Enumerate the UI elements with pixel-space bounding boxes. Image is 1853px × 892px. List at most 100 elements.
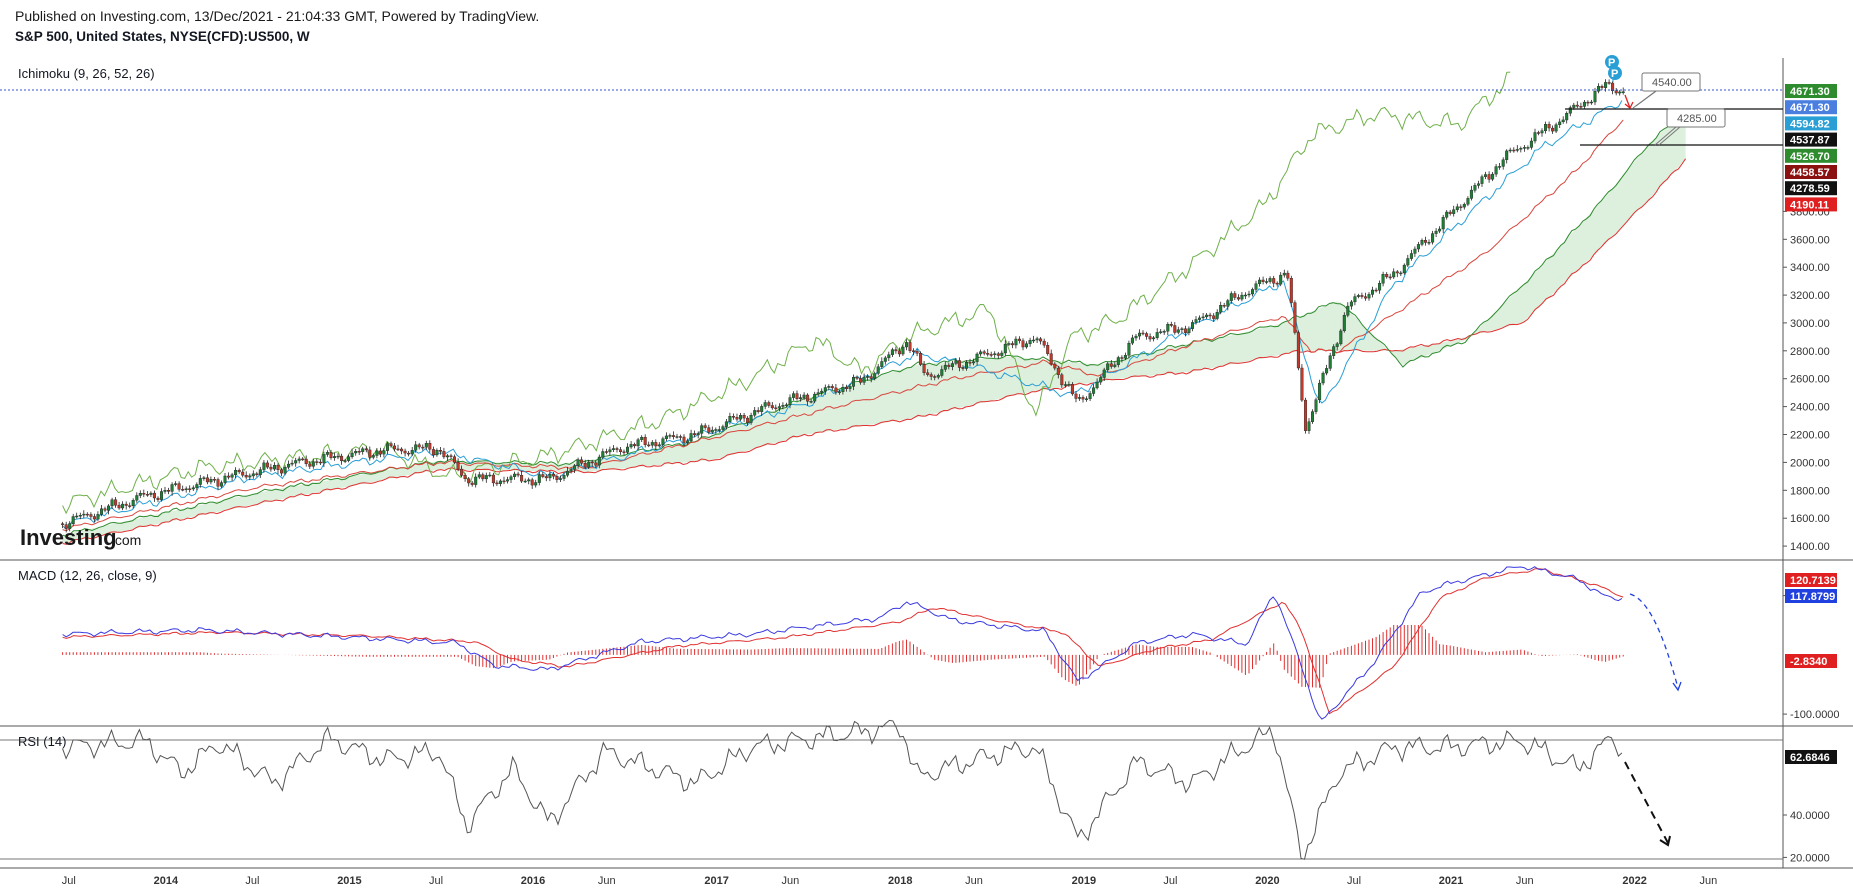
rsi-badge-value: 62.6846 <box>1790 752 1830 764</box>
time-axis[interactable]: Jul 2014 Jul 2015 Jul 2016 Jun 2017 Jun 2018 Jun 20… <box>62 875 1717 887</box>
price-candle <box>1074 391 1078 403</box>
macd-projection-arrow[interactable] <box>1629 593 1682 692</box>
price-candle <box>657 442 661 448</box>
price-candle <box>68 521 72 532</box>
price-candle <box>1169 321 1173 328</box>
price-candle <box>968 358 972 367</box>
price-candle <box>587 459 591 469</box>
price-badge-value: 4458.57 <box>1790 167 1830 179</box>
price-candle <box>131 498 135 509</box>
price-candle <box>996 351 1000 359</box>
price-candle <box>1385 272 1389 279</box>
price-candle <box>1049 349 1053 366</box>
price-candle <box>1374 287 1378 293</box>
price-candle <box>1505 149 1509 164</box>
x-tick-label: Jul <box>245 875 259 887</box>
price-candle <box>255 471 259 477</box>
price-candle <box>393 443 397 452</box>
price-candle <box>1275 281 1279 287</box>
price-candle <box>573 464 577 473</box>
price-candle <box>403 448 407 457</box>
price-candle <box>110 497 114 509</box>
x-tick-label: 2017 <box>704 875 728 887</box>
price-candle <box>1056 366 1060 379</box>
price-candle <box>915 349 919 357</box>
price-candle <box>1293 300 1297 335</box>
macd-line <box>62 566 1623 720</box>
price-candle <box>746 416 750 426</box>
price-candle <box>1000 350 1004 358</box>
price-candle <box>216 477 220 491</box>
rsi-projection-arrow[interactable] <box>1624 761 1671 847</box>
price-candle <box>1554 122 1558 133</box>
price-candle <box>848 383 852 392</box>
x-tick-label: Jun <box>598 875 616 887</box>
price-candle <box>961 365 965 371</box>
price-candle <box>1247 290 1251 298</box>
price-candle <box>1007 341 1011 346</box>
price-candle <box>470 481 474 487</box>
price-candle <box>1084 396 1088 402</box>
price-candle <box>329 449 333 460</box>
callout-4285[interactable]: 4285.00 <box>1654 108 1726 146</box>
price-candle <box>114 497 118 508</box>
price-candle <box>1024 341 1028 349</box>
price-candle <box>1448 209 1452 216</box>
price-candle <box>386 441 390 455</box>
price-candle <box>1014 336 1018 349</box>
price-candle <box>721 424 725 432</box>
price-candle <box>1130 334 1134 345</box>
price-candle <box>82 510 86 518</box>
price-candle <box>438 447 442 455</box>
price-candle <box>1152 336 1156 342</box>
macd-last-value-badges: 120.7139 117.8799 -2.8340 <box>1785 573 1837 668</box>
price-candle <box>142 489 146 498</box>
price-candle <box>389 441 393 448</box>
price-candle <box>1102 367 1106 381</box>
price-candle <box>407 451 411 457</box>
price-candle <box>770 402 774 410</box>
price-candle <box>484 472 488 483</box>
price-candle <box>248 473 252 481</box>
price-candle <box>1420 238 1424 247</box>
price-badge-value: 4671.30 <box>1790 102 1830 114</box>
price-candle <box>717 425 721 433</box>
price-candle <box>1575 101 1579 109</box>
price-candle <box>258 466 262 478</box>
price-candle <box>703 423 707 430</box>
red-down-arrow-icon <box>1624 94 1634 110</box>
rsi-y-axis[interactable]: 40.0000 20.0000 <box>1783 810 1830 864</box>
price-candle <box>742 413 746 422</box>
price-candle <box>1279 272 1283 287</box>
price-candle <box>1473 182 1477 193</box>
price-candle <box>1155 328 1159 340</box>
price-candle <box>728 412 732 425</box>
price-candle <box>1166 322 1170 336</box>
rsi-label: RSI (14) <box>18 734 66 749</box>
price-candle <box>1561 116 1565 124</box>
callout-4540[interactable]: 4540.00 <box>1632 72 1701 109</box>
macd-badge-value: 120.7139 <box>1790 575 1836 587</box>
price-y-axis[interactable]: 1400.00 1600.00 1800.00 2000.00 2200.00 2400.… <box>1783 206 1830 553</box>
price-candle <box>318 459 322 465</box>
price-candle <box>1081 395 1085 403</box>
price-candle <box>580 456 584 466</box>
price-candle <box>1558 118 1562 128</box>
price-candle <box>75 512 79 519</box>
price-candle <box>950 361 954 371</box>
price-candle <box>537 471 541 486</box>
macd-hist-badge <box>1785 654 1837 668</box>
price-candle <box>919 351 923 367</box>
macd-pane: MACD (12, 26, close, 9) 100.0000-100.000… <box>18 566 1840 721</box>
price-candle <box>597 454 601 469</box>
price-candle <box>1310 409 1314 424</box>
price-candle <box>1466 196 1470 207</box>
pivot-marker-icon[interactable]: P P <box>1605 55 1622 82</box>
price-candle <box>1042 338 1046 348</box>
price-candle <box>1413 246 1417 257</box>
price-candle <box>311 458 315 469</box>
price-candle <box>1113 361 1117 369</box>
price-badge <box>1785 165 1837 179</box>
price-candle <box>198 474 202 488</box>
